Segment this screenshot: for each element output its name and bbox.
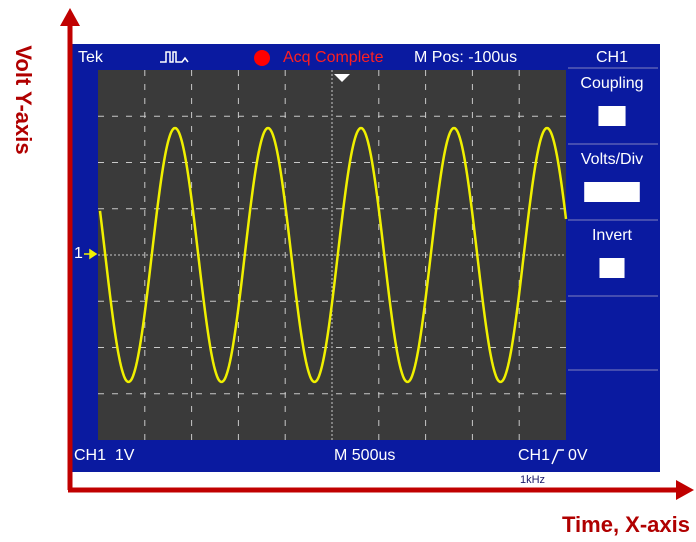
- position: M Pos: -100us: [414, 49, 517, 66]
- x-axis-annotation: Time, X-axis: [562, 512, 690, 537]
- x-arrowhead: [676, 480, 694, 500]
- menu-value: Off: [601, 259, 623, 276]
- y-arrowhead: [60, 8, 80, 26]
- status-dot: [254, 50, 270, 66]
- y-axis-annotation: Volt Y-axis: [11, 45, 36, 154]
- brand: Tek: [78, 49, 104, 66]
- menu-label: Invert: [592, 227, 633, 244]
- menu-channel: CH1: [596, 49, 628, 66]
- menu-value: Coarse: [586, 183, 638, 200]
- trigger-level: 0V: [568, 447, 588, 464]
- trigger-source: CH1: [518, 447, 550, 464]
- status: Acq Complete: [283, 49, 384, 66]
- menu-value: DC: [600, 107, 623, 124]
- oscilloscope-figure: Tek Acq Complete M Pos: -100us CH1 Coupl…: [0, 0, 696, 542]
- channel-marker: 1: [74, 245, 83, 262]
- menu-label: Coupling: [580, 75, 643, 92]
- scale: CH1 1V: [74, 447, 135, 464]
- menu-label: Volts/Div: [581, 151, 643, 168]
- timebase: M 500us: [334, 447, 395, 464]
- frequency: 1kHz: [520, 474, 545, 486]
